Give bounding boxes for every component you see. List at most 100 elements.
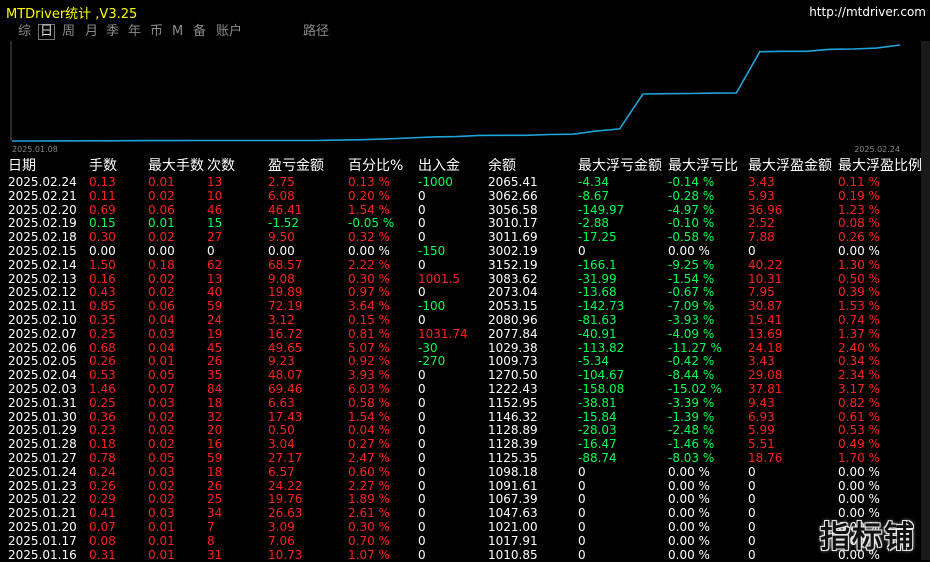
menu-item-path[interactable]: 路径	[303, 24, 330, 39]
cell-max-fp: 0	[748, 506, 756, 521]
col-balance[interactable]: 余额	[488, 158, 516, 174]
table-row[interactable]: 2025.02.20 0.69 0.06 46 46.41 1.54 % 0 3056.58 -…	[0, 203, 930, 217]
table-row[interactable]: 2025.02.18 0.30 0.02 27 9.50 0.32 % 0 3011.69 -1…	[0, 230, 930, 244]
menu-item-day[interactable]: 日	[38, 24, 56, 40]
cell-balance: 1125.35	[488, 451, 538, 465]
table-row[interactable]: 2025.02.12 0.43 0.02 40 19.89 0.97 % 0 2073.04 -…	[0, 285, 930, 299]
table-row[interactable]: 2025.02.13 0.16 0.02 13 9.08 0.30 % 1001.5 3083…	[0, 272, 930, 286]
table-row[interactable]: 2025.02.21 0.11 0.02 10 6.08 0.20 % 0 3062.66 -8…	[0, 189, 930, 203]
cell-max-dd: -8.67	[578, 188, 610, 203]
cell-max-dd-pct: 0.00 %	[668, 244, 710, 258]
col-pnl[interactable]: 盈亏金额	[268, 158, 324, 174]
cell-max-fp-pct: 0.00 %	[838, 547, 880, 562]
cell-max-lots: 0.04	[148, 340, 175, 355]
cell-max-dd-pct: -0.67 %	[668, 285, 715, 300]
cell-pct: 5.07 %	[348, 340, 390, 355]
table-row[interactable]: 2025.02.06 0.68 0.04 45 49.65 5.07 % -30 1029.3…	[0, 341, 930, 355]
table-row[interactable]: 2025.01.16 0.31 0.01 31 10.73 1.07 % 0 1010.85 0…	[0, 548, 930, 562]
table-row[interactable]: 2025.01.28 0.18 0.02 16 3.04 0.27 % 0 1128.39 -1…	[0, 437, 930, 451]
cell-lots: 1.50	[89, 257, 116, 272]
cell-pnl: 6.57	[268, 464, 295, 479]
cell-max-fp-pct: 0.11 %	[838, 175, 880, 189]
cell-count: 26	[207, 478, 223, 493]
table-row[interactable]: 2025.02.07 0.25 0.03 19 16.72 0.81 % 1031.74 20…	[0, 327, 930, 341]
table-row[interactable]: 2025.01.24 0.24 0.03 18 6.57 0.60 % 0 1098.18 0 0…	[0, 465, 930, 479]
menu-item-summary[interactable]: 综	[18, 24, 32, 39]
x-end-label: 2025.02.24	[854, 145, 900, 154]
col-max-lots[interactable]: 最大手数	[148, 158, 204, 174]
cell-pct: -0.05 %	[348, 216, 395, 231]
cell-balance: 3062.66	[488, 188, 538, 203]
table-row[interactable]: 2025.02.19 0.15 0.01 15 -1.52 -0.05 % 0 3010.17…	[0, 216, 930, 230]
cell-max-dd-pct: -2.48 %	[668, 423, 715, 438]
col-max-fp-pct[interactable]: 最大浮盈比例	[838, 158, 922, 174]
cell-date: 2025.02.13	[8, 271, 77, 286]
cell-max-fp-pct: 0.82 %	[838, 395, 880, 410]
vertical-scrollbar[interactable]	[921, 41, 930, 560]
menu-item-week[interactable]: 周	[62, 24, 76, 39]
cell-max-dd: 0	[578, 478, 586, 493]
cell-max-lots: 0.05	[148, 451, 175, 465]
table-row[interactable]: 2025.02.03 1.46 0.07 84 69.46 6.03 % 0 1222.43 -…	[0, 382, 930, 396]
site-url-link[interactable]: http://mtdriver.com	[809, 5, 926, 19]
cell-max-fp-pct: 0.39 %	[838, 285, 880, 300]
cell-balance: 1091.61	[488, 478, 538, 493]
table-row[interactable]: 2025.01.30 0.36 0.02 32 17.43 1.54 % 0 1146.32 -…	[0, 410, 930, 424]
cell-max-fp-pct: 0.19 %	[838, 188, 880, 203]
table-row[interactable]: 2025.01.21 0.41 0.03 34 26.63 2.61 % 0 1047.63 0…	[0, 506, 930, 520]
cell-max-dd-pct: -1.54 %	[668, 271, 715, 286]
col-max-dd[interactable]: 最大浮亏金额	[578, 158, 662, 174]
cell-pct: 0.32 %	[348, 230, 390, 245]
cell-pnl: 0.00	[268, 244, 295, 258]
table-row[interactable]: 2025.02.05 0.26 0.01 26 9.23 0.92 % -270 1009.7…	[0, 354, 930, 368]
cell-date: 2025.02.18	[8, 230, 77, 245]
cell-date: 2025.02.11	[8, 299, 77, 314]
table-row[interactable]: 2025.01.20 0.07 0.01 7 3.09 0.30 % 0 1021.00 0 0.…	[0, 520, 930, 534]
cell-max-lots: 0.02	[148, 409, 175, 424]
col-max-fp[interactable]: 最大浮盈金额	[748, 158, 832, 174]
table-row[interactable]: 2025.02.11 0.85 0.06 59 72.19 3.64 % -100 2053.…	[0, 299, 930, 313]
col-pct[interactable]: 百分比%	[348, 158, 404, 174]
menu-item-symbol[interactable]: 币	[150, 24, 164, 39]
table-row[interactable]: 2025.01.22 0.29 0.02 25 19.76 1.89 % 0 1067.39 0…	[0, 492, 930, 506]
cell-count: 10	[207, 188, 223, 203]
cell-date: 2025.02.04	[8, 368, 77, 383]
cell-max-lots: 0.02	[148, 478, 175, 493]
table-row[interactable]: 2025.02.14 1.50 0.18 62 68.57 2.22 % 0 3152.19 -…	[0, 258, 930, 272]
table-row[interactable]: 2025.02.10 0.35 0.04 24 3.12 0.15 % 0 2080.96 -8…	[0, 313, 930, 327]
cell-balance: 3010.17	[488, 216, 538, 231]
menu-item-notes[interactable]: 备	[193, 24, 207, 39]
menu-item-quarter[interactable]: 季	[106, 24, 120, 39]
cell-max-dd: -158.08	[578, 382, 625, 396]
balance-chart-svg: 2025.01.08 2025.02.24	[10, 41, 901, 154]
table-row[interactable]: 2025.01.27 0.78 0.05 59 27.17 2.47 % 0 1125.35 -…	[0, 451, 930, 465]
cell-pct: 3.93 %	[348, 368, 390, 383]
cell-lots: 0.07	[89, 520, 116, 534]
table-row[interactable]: 2025.01.17 0.08 0.01 8 7.06 0.70 % 0 1017.91 0 0.…	[0, 534, 930, 548]
cell-max-lots: 0.03	[148, 464, 175, 479]
col-lots[interactable]: 手数	[89, 158, 117, 174]
menu-item-account[interactable]: 账户	[216, 24, 243, 39]
cell-lots: 0.23	[89, 423, 116, 438]
col-date[interactable]: 日期	[8, 158, 36, 174]
col-max-dd-pct[interactable]: 最大浮亏比	[668, 158, 738, 174]
cell-pnl: 19.76	[268, 492, 303, 507]
cell-max-fp: 0	[748, 244, 756, 258]
table-row[interactable]: 2025.01.29 0.23 0.02 20 0.50 0.04 % 0 1128.89 -2…	[0, 423, 930, 437]
col-flow[interactable]: 出入金	[418, 158, 460, 174]
table-row[interactable]: 2025.01.23 0.26 0.02 26 24.22 2.27 % 0 1091.61 0…	[0, 479, 930, 493]
table-row[interactable]: 2025.02.24 0.13 0.01 13 2.75 0.13 % -1000 2065.…	[0, 175, 930, 189]
cell-max-dd: 0	[578, 492, 586, 507]
cell-flow: 0	[418, 230, 426, 245]
menu-item-month[interactable]: 月	[85, 24, 99, 39]
menu-item-year[interactable]: 年	[128, 24, 142, 39]
table-row[interactable]: 2025.02.15 0.00 0.00 0 0.00 0.00 % -150 3002.19…	[0, 244, 930, 258]
menu-item-magic[interactable]: M	[172, 24, 184, 39]
table-row[interactable]: 2025.01.31 0.25 0.03 18 6.63 0.58 % 0 1152.95 -3…	[0, 396, 930, 410]
cell-max-dd-pct: 0.00 %	[668, 464, 710, 479]
cell-lots: 0.43	[89, 285, 116, 300]
cell-max-dd: -15.84	[578, 409, 617, 424]
cell-max-fp: 37.81	[748, 382, 783, 396]
col-count[interactable]: 次数	[207, 158, 235, 174]
table-row[interactable]: 2025.02.04 0.53 0.05 35 48.07 3.93 % 0 1270.50 -…	[0, 368, 930, 382]
